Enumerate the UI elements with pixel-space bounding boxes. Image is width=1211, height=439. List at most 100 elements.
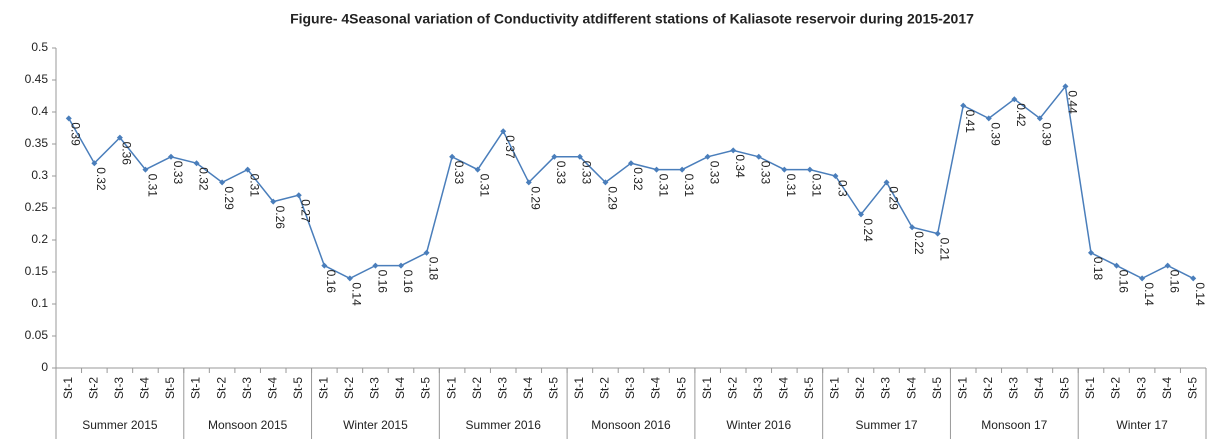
data-point: [244, 166, 251, 173]
x-tick-label: St-1: [572, 377, 586, 399]
group-label: Summer 17: [856, 418, 918, 432]
data-label: 0.31: [784, 174, 798, 198]
data-label: 0.24: [861, 218, 875, 242]
data-label: 0.16: [1116, 270, 1130, 294]
data-label: 0.14: [1193, 282, 1207, 306]
data-point: [755, 153, 762, 160]
data-label: 0.3: [835, 180, 849, 197]
x-tick-label: St-5: [1185, 377, 1199, 399]
data-label: 0.16: [324, 270, 338, 294]
data-point: [602, 179, 609, 186]
x-tick-label: St-3: [623, 377, 637, 399]
data-label: 0.33: [171, 161, 185, 185]
group-label: Monsoon 2015: [208, 418, 288, 432]
x-tick-label: St-5: [419, 377, 433, 399]
x-tick-label: St-1: [189, 377, 203, 399]
x-tick-label: St-4: [904, 377, 918, 399]
data-point: [832, 173, 839, 179]
group-label: Monsoon 17: [981, 418, 1047, 432]
x-tick-label: St-5: [1058, 377, 1072, 399]
x-tick-label: St-3: [1134, 377, 1148, 399]
x-tick-label: St-5: [163, 377, 177, 399]
data-label: 0.31: [145, 174, 159, 198]
data-label: 0.33: [554, 161, 568, 185]
data-label: 0.31: [810, 174, 824, 198]
data-label: 0.18: [1091, 257, 1105, 281]
chart-title: Figure- 4Seasonal variation of Conductiv…: [290, 11, 974, 27]
data-label: 0.31: [656, 174, 670, 198]
data-point: [1088, 249, 1094, 256]
x-tick-label: St-2: [470, 377, 484, 399]
data-point: [858, 211, 864, 218]
x-tick-label: St-2: [87, 377, 101, 399]
data-label: 0.14: [350, 282, 364, 306]
x-tick-label: St-1: [700, 377, 714, 399]
x-tick-label: St-4: [1160, 377, 1174, 399]
x-tick-label: St-4: [138, 377, 152, 399]
data-label: 0.18: [426, 257, 440, 281]
data-label: 0.34: [733, 154, 747, 178]
data-label: 0.26: [273, 206, 287, 230]
data-point: [1190, 275, 1197, 282]
x-tick-label: St-1: [955, 377, 969, 399]
group-label: Winter 17: [1116, 418, 1168, 432]
x-tick-label: St-4: [777, 377, 791, 399]
data-point: [628, 160, 634, 167]
data-label: 0.29: [529, 186, 543, 210]
data-label: 0.39: [69, 122, 83, 146]
group-label: Summer 2015: [82, 418, 158, 432]
data-label: 0.37: [503, 135, 517, 159]
data-point: [295, 192, 302, 199]
x-tick-label: St-4: [265, 377, 279, 399]
data-label: 0.16: [1167, 270, 1181, 294]
x-tick-label: St-2: [342, 377, 356, 399]
x-tick-label: St-2: [853, 377, 867, 399]
x-tick-label: St-3: [240, 377, 254, 399]
x-tick-label: St-3: [112, 377, 126, 399]
x-tick-label: St-2: [725, 377, 739, 399]
data-point: [116, 134, 123, 141]
data-label: 0.22: [912, 231, 926, 255]
data-label: 0.31: [477, 174, 491, 198]
data-label: 0.32: [631, 167, 645, 191]
group-label: Winter 2015: [343, 418, 408, 432]
data-point: [934, 230, 941, 237]
x-tick-label: St-5: [802, 377, 816, 399]
group-label: Monsoon 2016: [591, 418, 671, 432]
data-point: [270, 198, 277, 205]
data-label: 0.42: [1014, 103, 1028, 127]
data-point: [474, 166, 481, 173]
data-point: [985, 115, 992, 122]
y-tick-label: 0.35: [25, 136, 49, 150]
data-point: [704, 153, 711, 160]
y-tick-label: 0.2: [31, 232, 48, 246]
x-tick-label: St-3: [879, 377, 893, 399]
data-label: 0.36: [120, 142, 134, 166]
x-tick-label: St-2: [981, 377, 995, 399]
data-point: [142, 166, 149, 173]
y-tick-label: 0.05: [25, 328, 49, 342]
y-tick-label: 0.45: [25, 72, 49, 86]
data-point: [1011, 96, 1018, 103]
x-tick-label: St-3: [751, 377, 765, 399]
x-tick-label: St-1: [317, 377, 331, 399]
y-tick-label: 0.4: [31, 104, 48, 118]
x-tick-label: St-1: [444, 377, 458, 399]
y-tick-label: 0.25: [25, 200, 49, 214]
data-label: 0.29: [886, 186, 900, 210]
y-tick-label: 0.5: [31, 40, 48, 54]
data-label: 0.31: [247, 174, 261, 198]
group-label: Summer 2016: [466, 418, 542, 432]
data-point: [1139, 275, 1146, 282]
data-point: [449, 153, 456, 160]
data-point: [730, 147, 737, 154]
data-label: 0.32: [196, 167, 210, 191]
data-point: [679, 166, 686, 173]
data-label: 0.32: [94, 167, 108, 191]
x-tick-label: St-3: [495, 377, 509, 399]
data-label: 0.29: [222, 186, 236, 210]
data-point: [423, 249, 430, 256]
data-point: [909, 224, 916, 231]
x-tick-label: St-1: [828, 377, 842, 399]
data-label: 0.39: [989, 122, 1003, 146]
